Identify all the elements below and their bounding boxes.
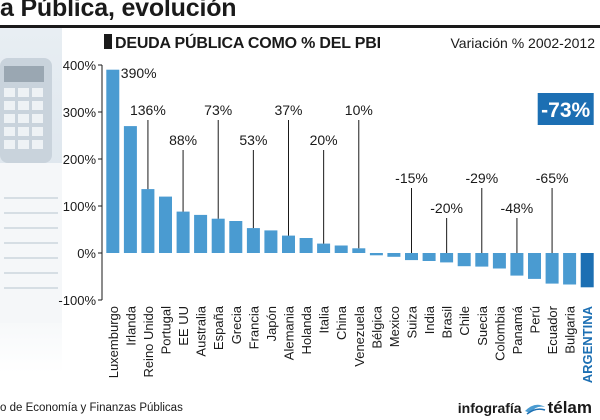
x-tick-label: Portugal <box>159 306 174 355</box>
x-tick-label: Italia <box>317 305 332 333</box>
data-label: -65% <box>536 170 569 186</box>
calculator-photo <box>0 28 62 373</box>
calculator-keys <box>4 88 43 149</box>
x-tick-label: Holanda <box>299 305 314 354</box>
bar-india <box>422 253 436 261</box>
axis-layer: -100% 0% 100% 200% 300% 400% Luxemburgo Irlanda… <box>58 58 595 383</box>
chart-title-group: DEUDA PÚBLICA COMO % DEL PBI <box>104 34 381 53</box>
x-tick-label: Suecia <box>475 305 490 346</box>
bar-italia <box>317 243 331 253</box>
source-text: o de Economía y Finanzas Públicas <box>0 402 183 414</box>
credit: infografía télam <box>458 398 592 418</box>
bar-argentina <box>580 253 594 288</box>
x-tick-label: Francia <box>246 305 261 349</box>
bars-layer <box>106 69 594 288</box>
calculator-body <box>0 58 52 163</box>
bar-espa-a <box>211 218 225 253</box>
x-tick-label: Japón <box>264 306 279 341</box>
bar-bulgaria <box>563 253 577 285</box>
calculator-display <box>4 66 44 82</box>
leader-layer <box>147 120 553 253</box>
x-tick-label: ARGENTINA <box>580 305 595 383</box>
x-tick-label: Venezuela <box>352 305 367 366</box>
data-label: -15% <box>395 170 428 186</box>
bar-reino-unido <box>141 189 155 253</box>
x-tick-label: Bulgaria <box>563 305 578 353</box>
bar-colombia <box>492 253 506 269</box>
x-tick-label: Brasil <box>440 306 455 339</box>
bar-b-lgica <box>369 253 383 256</box>
credit-label: infografía <box>457 400 522 416</box>
chart-title: DEUDA PÚBLICA COMO % DEL PBI <box>115 35 381 52</box>
bar-ee-uu <box>176 211 190 253</box>
y-tick-label: 200% <box>63 152 97 167</box>
x-tick-label: Ecuador <box>545 305 560 354</box>
bar-portugal <box>159 196 172 253</box>
page-title: a Pública, evolución <box>0 0 237 22</box>
data-label: 37% <box>274 102 302 118</box>
data-label: 390% <box>121 65 157 81</box>
bar-brasil <box>440 253 454 263</box>
bar-irlanda <box>123 126 137 253</box>
bar-luxemburgo <box>106 69 120 253</box>
data-label: 20% <box>310 132 338 148</box>
data-label: -20% <box>430 200 463 216</box>
bar-panam- <box>510 253 524 276</box>
bar-china <box>334 245 348 253</box>
x-tick-label: Irlanda <box>123 305 138 346</box>
x-tick-label: Australia <box>194 305 209 356</box>
bar-francia <box>246 228 260 253</box>
paper-lines <box>4 197 58 289</box>
calculator-illustration <box>0 58 62 323</box>
bar-suiza <box>405 253 418 261</box>
x-tick-label: Reino Unido <box>141 306 156 378</box>
credit-brand: télam <box>547 398 592 417</box>
y-tick-label: 400% <box>63 58 97 73</box>
x-tick-label: Mexico <box>387 306 402 347</box>
title-marker-icon <box>104 34 112 49</box>
x-tick-label: China <box>334 305 349 340</box>
y-tick-label: -100% <box>58 293 96 308</box>
bar-ecuador <box>545 253 559 284</box>
bar-mexico <box>387 253 401 257</box>
data-label: 53% <box>239 132 267 148</box>
label-layer: 390% 136%88% 73% 53% 37% 20% 10% -15%-20%-29%-4… <box>121 65 594 216</box>
x-tick-label: Alemania <box>282 305 297 360</box>
bar-alemania <box>282 235 295 253</box>
x-tick-label: Grecia <box>229 305 244 344</box>
y-tick-label: 300% <box>63 105 97 120</box>
y-tick-label: 0% <box>77 246 96 261</box>
data-label: -48% <box>501 200 534 216</box>
bar-venezuela <box>352 248 366 253</box>
y-tick-label: 100% <box>63 199 97 214</box>
x-tick-label: Chile <box>457 306 472 336</box>
bar-chile <box>457 253 471 267</box>
data-label: -73% <box>541 99 590 122</box>
data-label: 136% <box>130 102 166 118</box>
x-tick-label: EE UU <box>176 306 191 346</box>
header-rule <box>0 25 600 28</box>
x-tick-label: India <box>422 305 437 334</box>
bar-grecia <box>229 221 243 253</box>
x-tick-label: Bélgica <box>369 305 384 348</box>
data-label: 10% <box>345 102 373 118</box>
highlight-value-box <box>537 93 594 125</box>
x-tick-label: Panamá <box>510 305 525 354</box>
data-label: 88% <box>169 132 197 148</box>
bar-holanda <box>299 238 313 253</box>
x-tick-label: Colombia <box>492 305 507 361</box>
data-label: 73% <box>204 102 232 118</box>
bar-suecia <box>475 253 489 267</box>
bar-per- <box>528 253 541 279</box>
x-tick-label: España <box>211 305 226 350</box>
x-tick-label: Suiza <box>405 305 420 338</box>
data-label: -29% <box>465 170 498 186</box>
bar-jap-n <box>264 230 278 253</box>
bar-australia <box>194 214 208 253</box>
chart-subtitle: Variación % 2002-2012 <box>450 35 595 51</box>
x-tick-label: Perú <box>528 306 543 333</box>
x-tick-label: Luxemburgo <box>106 306 121 378</box>
telam-logo-icon <box>524 404 545 415</box>
